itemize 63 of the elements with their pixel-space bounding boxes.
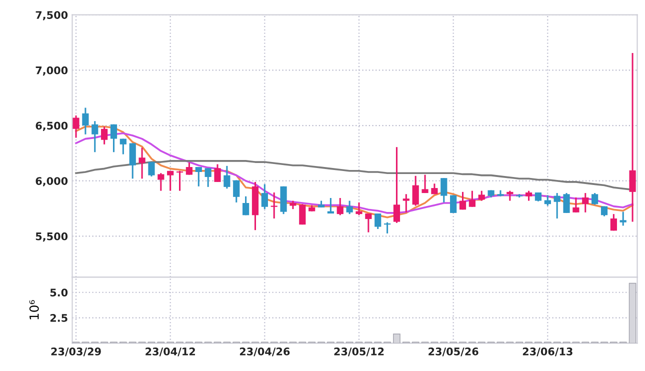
candlestick xyxy=(233,180,240,204)
candlestick xyxy=(356,202,362,216)
candlestick xyxy=(82,107,89,136)
candlestick xyxy=(176,170,184,192)
candlestick xyxy=(554,192,560,220)
candlestick xyxy=(270,192,278,220)
candlestick xyxy=(365,212,372,234)
candlestick xyxy=(459,191,466,210)
candlestick xyxy=(393,146,400,224)
candlestick xyxy=(346,200,353,215)
candlestick xyxy=(422,174,428,194)
candlestick xyxy=(412,175,419,207)
candlestick xyxy=(261,183,268,210)
x-tick-label: 23/04/12 xyxy=(146,348,195,356)
candlestick xyxy=(525,190,532,202)
x-tick-label: 23/05/12 xyxy=(334,348,384,356)
x-tick-label: 23/06/13 xyxy=(522,348,572,356)
candlestick xyxy=(402,193,410,214)
candlestick xyxy=(374,212,382,230)
candlestick xyxy=(72,114,80,138)
candlestick xyxy=(120,138,126,156)
candlestick xyxy=(92,120,98,153)
candlestick xyxy=(572,196,580,214)
candlestick xyxy=(110,124,118,153)
y-tick-label: 5.0 xyxy=(50,288,68,296)
candlestick xyxy=(563,192,570,214)
candlestick xyxy=(138,146,146,180)
candlestick xyxy=(129,142,136,180)
x-tick-label: 23/05/26 xyxy=(428,348,478,356)
x-tick-label: 23/03/29 xyxy=(51,348,101,356)
candlestick xyxy=(242,196,250,216)
candlestick xyxy=(158,172,164,192)
candlestick xyxy=(148,161,155,178)
candlestick xyxy=(204,167,212,188)
y-tick-label: 2.5 xyxy=(50,314,68,322)
candlestick xyxy=(506,190,514,202)
candlestick xyxy=(478,190,485,202)
candlestick xyxy=(620,211,626,226)
candlestick xyxy=(610,213,617,232)
candlestick xyxy=(214,163,221,183)
y-tick-label: 6,000 xyxy=(36,177,68,186)
candlestick xyxy=(592,192,598,206)
candlestick xyxy=(582,192,589,214)
candlestick xyxy=(384,222,391,234)
y-tick-label: 5,500 xyxy=(36,232,68,242)
candlestick xyxy=(468,190,476,208)
candlestick xyxy=(101,126,108,146)
candlestick xyxy=(186,162,193,176)
candlestick xyxy=(299,203,306,226)
candlestick xyxy=(224,165,230,190)
x-tick-label: 23/04/26 xyxy=(240,348,290,356)
y-tick-label: 7,500 xyxy=(36,11,68,20)
y-tick-label: 6,500 xyxy=(36,122,68,131)
y-tick-label: 7,000 xyxy=(36,66,68,76)
candlestick xyxy=(544,194,551,207)
candlestick xyxy=(336,197,344,216)
candlestick xyxy=(629,52,636,223)
y-axis-title: 10⁶ xyxy=(29,300,39,320)
candlestick xyxy=(167,170,174,192)
candlestick xyxy=(195,166,202,188)
candlestick xyxy=(327,197,334,214)
candlestick xyxy=(440,177,448,204)
candlestick xyxy=(450,194,457,214)
